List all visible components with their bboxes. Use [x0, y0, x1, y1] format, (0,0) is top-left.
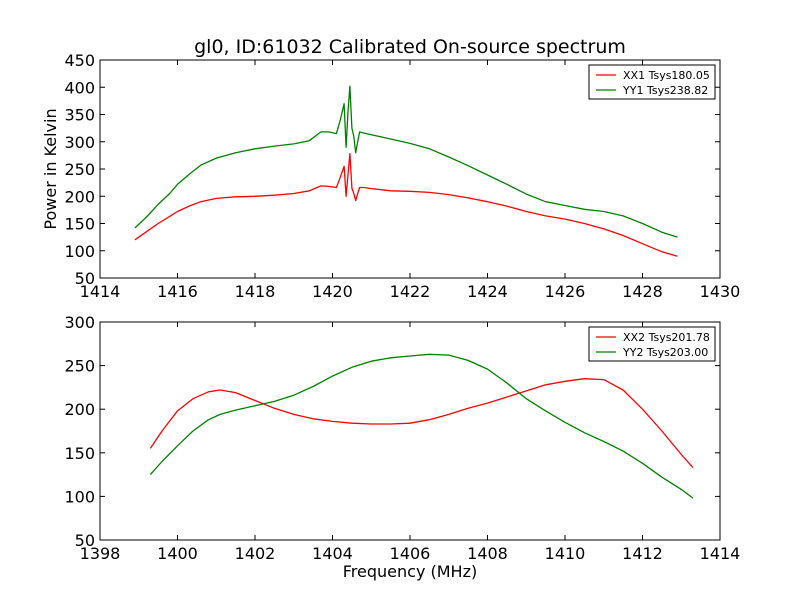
legend-bottom: XX2 Tsys201.78 YY2 Tsys203.00 — [588, 326, 716, 362]
y-tick-label-top: 100 — [64, 242, 95, 261]
y-tick-label-bottom: 50 — [75, 531, 95, 550]
x-tick-label-bottom: 1412 — [622, 544, 663, 563]
y-tick-label-top: 300 — [64, 133, 95, 152]
y-tick-label-top: 450 — [64, 51, 95, 70]
x-axis-label-bottom: Frequency (MHz) — [343, 562, 477, 581]
x-tick-label-top: 1428 — [622, 282, 663, 301]
y-tick-label-top: 150 — [64, 215, 95, 234]
x-tick-label-top: 1420 — [312, 282, 353, 301]
x-tick-label-top: 1424 — [467, 282, 508, 301]
x-tick-label-bottom: 1406 — [390, 544, 431, 563]
y-tick-label-bottom: 150 — [64, 444, 95, 463]
x-tick-label-top: 1414 — [80, 282, 121, 301]
x-tick-label-top: 1416 — [157, 282, 198, 301]
x-tick-label-bottom: 1404 — [312, 544, 353, 563]
chart-title-top: gl0, ID:61032 Calibrated On-source spect… — [194, 36, 626, 58]
legend-label-top-1: XX1 Tsys180.05 — [623, 69, 710, 82]
y-tick-label-top: 200 — [64, 187, 95, 206]
y-tick-label-top: 400 — [64, 78, 95, 97]
x-tick-label-bottom: 1402 — [235, 544, 276, 563]
x-tick-label-top: 1426 — [545, 282, 586, 301]
series-line-bottom-1 — [149, 378, 694, 469]
legend-label-bottom-2: YY2 Tsys203.00 — [622, 346, 708, 359]
y-tick-label-bottom: 100 — [64, 487, 95, 506]
legend-label-bottom-1: XX2 Tsys201.78 — [623, 331, 710, 344]
x-tick-label-bottom: 1400 — [157, 544, 198, 563]
series-line-bottom-2 — [149, 353, 694, 499]
x-tick-label-top: 1418 — [235, 282, 276, 301]
y-tick-label-top: 250 — [64, 160, 95, 179]
series-line-top-1 — [134, 153, 678, 257]
y-tick-label-top: 350 — [64, 106, 95, 125]
legend-label-top-2: YY1 Tsys238.82 — [622, 84, 708, 97]
series-line-top-2 — [134, 85, 678, 238]
x-tick-label-top: 1422 — [390, 282, 431, 301]
x-tick-label-bottom: 1408 — [467, 544, 508, 563]
legend-box-top — [588, 64, 716, 100]
y-tick-label-top: 50 — [75, 269, 95, 288]
x-tick-label-bottom: 1414 — [700, 544, 741, 563]
y-axis-label-top: Power in Kelvin — [41, 108, 60, 229]
x-tick-label-bottom: 1410 — [545, 544, 586, 563]
legend-top: XX1 Tsys180.05 YY1 Tsys238.82 — [588, 64, 716, 100]
x-tick-label-top: 1430 — [700, 282, 741, 301]
chart-panel-bottom: 1398 1400 1402 1404 1406 1408 1410 1412 1414 50 10… — [64, 313, 740, 563]
legend-box-bottom — [588, 326, 716, 362]
y-tick-label-bottom: 250 — [64, 357, 95, 376]
x-tick-label-bottom: 1398 — [80, 544, 121, 563]
y-tick-label-bottom: 300 — [64, 313, 95, 332]
y-tick-label-bottom: 200 — [64, 400, 95, 419]
chart-panel-top: 1414 1416 1418 1420 1422 1424 1426 1428 1430 50 10… — [64, 51, 740, 301]
